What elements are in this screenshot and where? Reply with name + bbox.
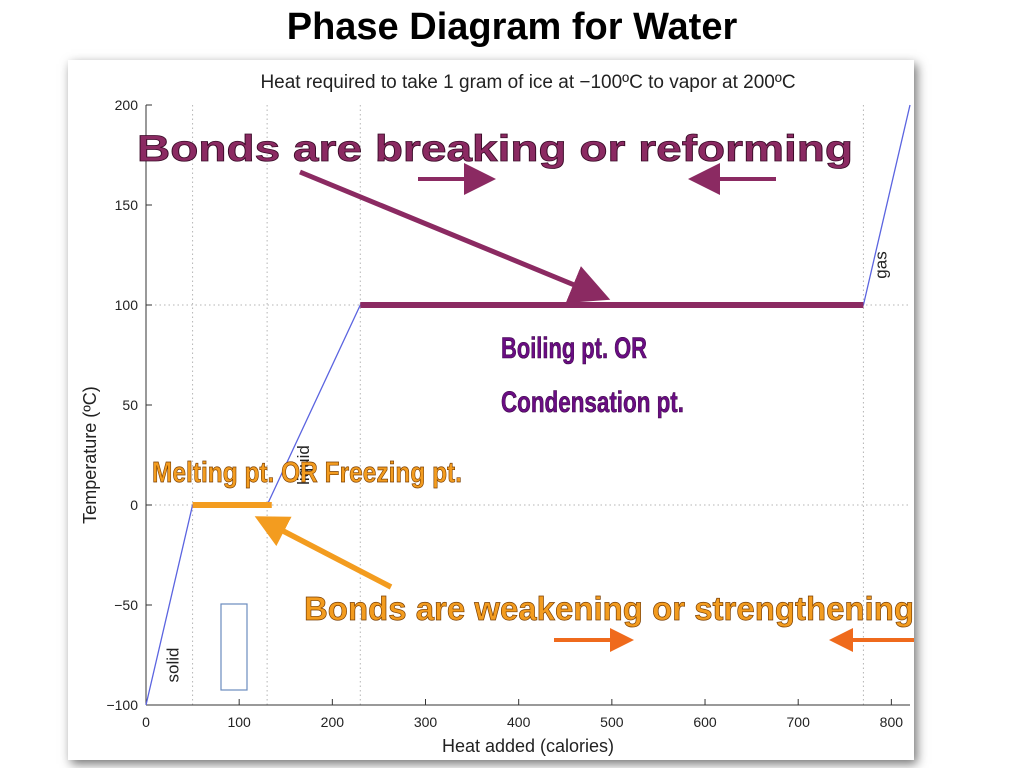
maroon-pointer-arrow [299, 169, 611, 304]
heating-curve-line [145, 104, 911, 706]
chart-panel: Heat required to take 1 gram of ice at −… [68, 60, 914, 760]
boiling-callout-line1: Boiling pt. OR [501, 332, 647, 365]
y-tick-label: 100 [115, 297, 139, 313]
x-tick-label: 400 [507, 714, 531, 730]
phase-label-solid: solid [164, 648, 183, 683]
orange-pointer-arrow [254, 516, 393, 590]
slide-title: Phase Diagram for Water [286, 6, 738, 48]
bonds-weakening-callout: Bonds are weakening or strengthening [304, 590, 914, 627]
y-tick-label: −50 [114, 597, 138, 613]
y-tick-label: 200 [115, 97, 139, 113]
x-tick-label: 200 [321, 714, 345, 730]
y-tick-label: 50 [122, 397, 138, 413]
phase-labels: solid liquid gas [164, 251, 891, 682]
small-rectangle [220, 603, 248, 691]
chart-title: Heat required to take 1 gram of ice at −… [260, 72, 795, 93]
x-tick-label: 0 [142, 714, 150, 730]
boiling-callout-line2: Condensation pt. [501, 386, 684, 419]
x-tick-label: 700 [787, 714, 811, 730]
phase-label-liquid: liquid [294, 445, 313, 485]
x-tick-label: 100 [227, 714, 251, 730]
y-axis-label: Temperature (ºC) [80, 386, 100, 524]
y-tick-label: 150 [115, 197, 139, 213]
grid-lines [146, 105, 910, 705]
x-axis-label: Heat added (calories) [442, 736, 614, 756]
y-tick-label: −100 [106, 697, 138, 713]
x-tick-label: 300 [414, 714, 438, 730]
y-tick-label: 0 [130, 497, 138, 513]
x-tick-label: 600 [693, 714, 717, 730]
x-tick-label: 500 [600, 714, 624, 730]
phase-chart: Heat required to take 1 gram of ice at −… [80, 72, 914, 756]
phase-label-gas: gas [872, 251, 891, 278]
bonds-breaking-callout: Bonds are breaking or reforming [137, 128, 853, 169]
highlight-layer [192, 302, 864, 508]
melting-callout: Melting pt. OR Freezing pt. [152, 457, 462, 489]
x-tick-label: 800 [880, 714, 904, 730]
